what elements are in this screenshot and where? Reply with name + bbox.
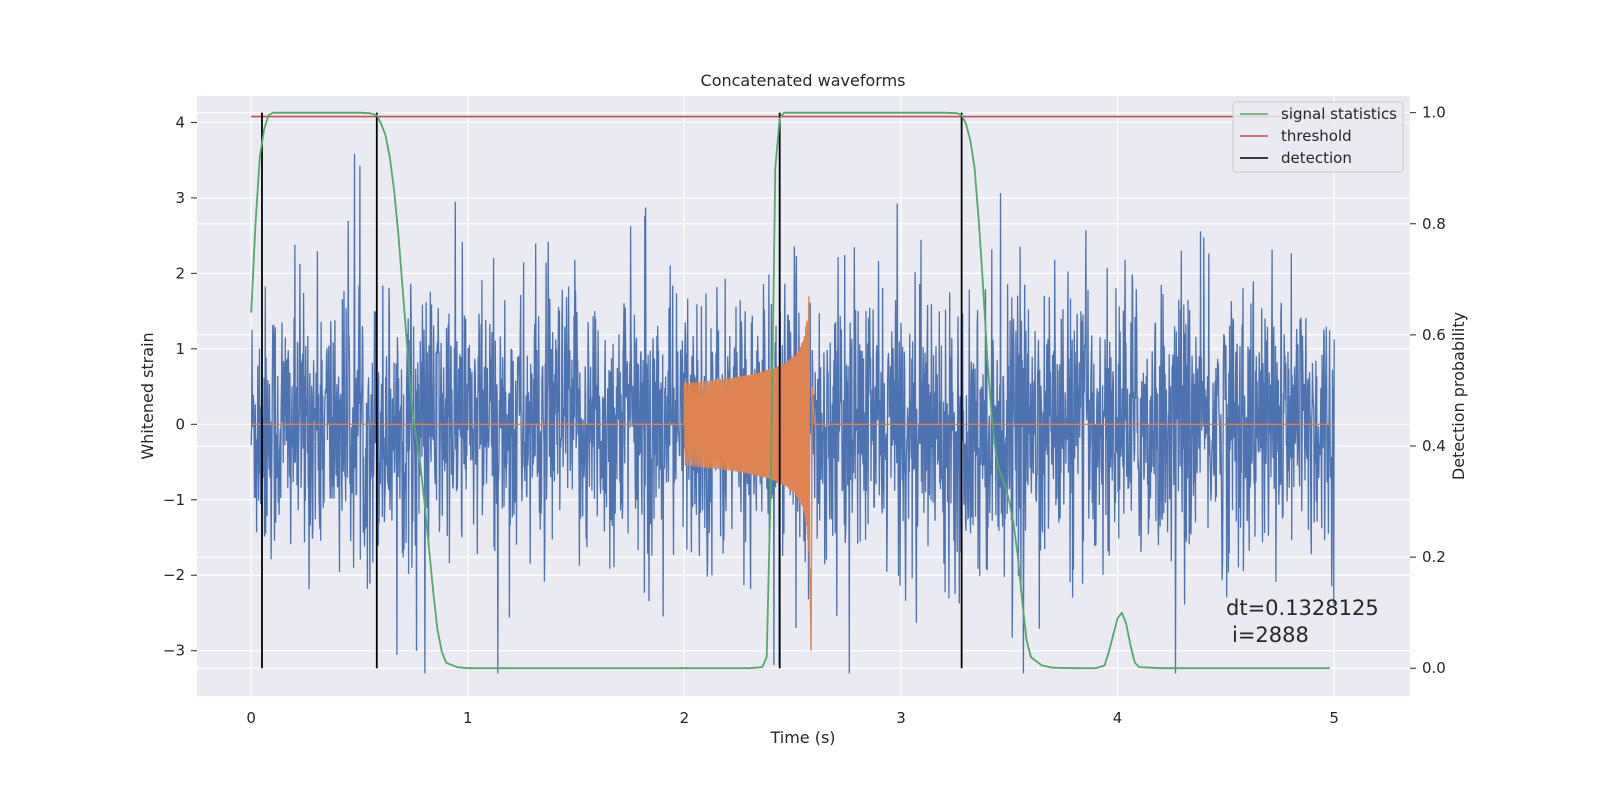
y-tick-label: 0 [175, 415, 185, 433]
x-tick-label: 4 [1113, 709, 1123, 727]
template-series [251, 296, 1335, 651]
x-tick-label: 5 [1329, 709, 1339, 727]
x-axis-ticks: 0 1 2 3 4 5 [246, 709, 1339, 727]
y-tick-label: −1 [163, 491, 185, 509]
legend-label-signal-statistics: signal statistics [1281, 105, 1397, 123]
x-tick-label: 2 [680, 709, 690, 727]
chart-title: Concatenated waveforms [701, 71, 906, 90]
y2-tick-label: 1.0 [1422, 104, 1446, 122]
x-tick-label: 3 [896, 709, 906, 727]
y-tick-label: −2 [163, 566, 185, 584]
detection-series [261, 112, 963, 669]
y2-axis-label: Detection probability [1449, 312, 1468, 480]
y-axis-ticks: −3 −2 −1 0 1 2 3 4 [163, 113, 197, 660]
y-tick-label: 3 [175, 189, 185, 207]
signal-statistics-series [250, 111, 1330, 670]
y-tick-label: −3 [163, 642, 185, 660]
legend: signal statistics threshold detection [1232, 101, 1404, 173]
legend-box [1232, 101, 1404, 173]
x-tick-label: 0 [246, 709, 256, 727]
legend-label-threshold: threshold [1281, 127, 1352, 145]
annotation: dt=0.1328125 i=2888 [1226, 596, 1379, 647]
y2-tick-label: 0.6 [1422, 326, 1446, 344]
y2-tick-label: 0.8 [1422, 215, 1446, 233]
y2-tick-label: 0.0 [1422, 659, 1446, 677]
y2-tick-label: 0.4 [1422, 437, 1446, 455]
y2-axis-ticks: 0.0 0.2 0.4 0.6 0.8 1.0 [1410, 104, 1446, 677]
y-tick-label: 1 [175, 340, 185, 358]
signal-statistics-line [250, 111, 1330, 670]
annotation-dt: dt=0.1328125 [1226, 596, 1379, 620]
y-tick-label: 4 [175, 113, 185, 131]
y-tick-label: 2 [175, 264, 185, 282]
x-tick-label: 1 [463, 709, 473, 727]
y-axis-label: Whitened strain [138, 332, 157, 459]
annotation-i: i=2888 [1232, 623, 1309, 647]
y2-tick-label: 0.2 [1422, 548, 1446, 566]
legend-label-detection: detection [1281, 149, 1352, 167]
x-axis-label: Time (s) [769, 728, 835, 747]
template-line [251, 296, 1335, 651]
